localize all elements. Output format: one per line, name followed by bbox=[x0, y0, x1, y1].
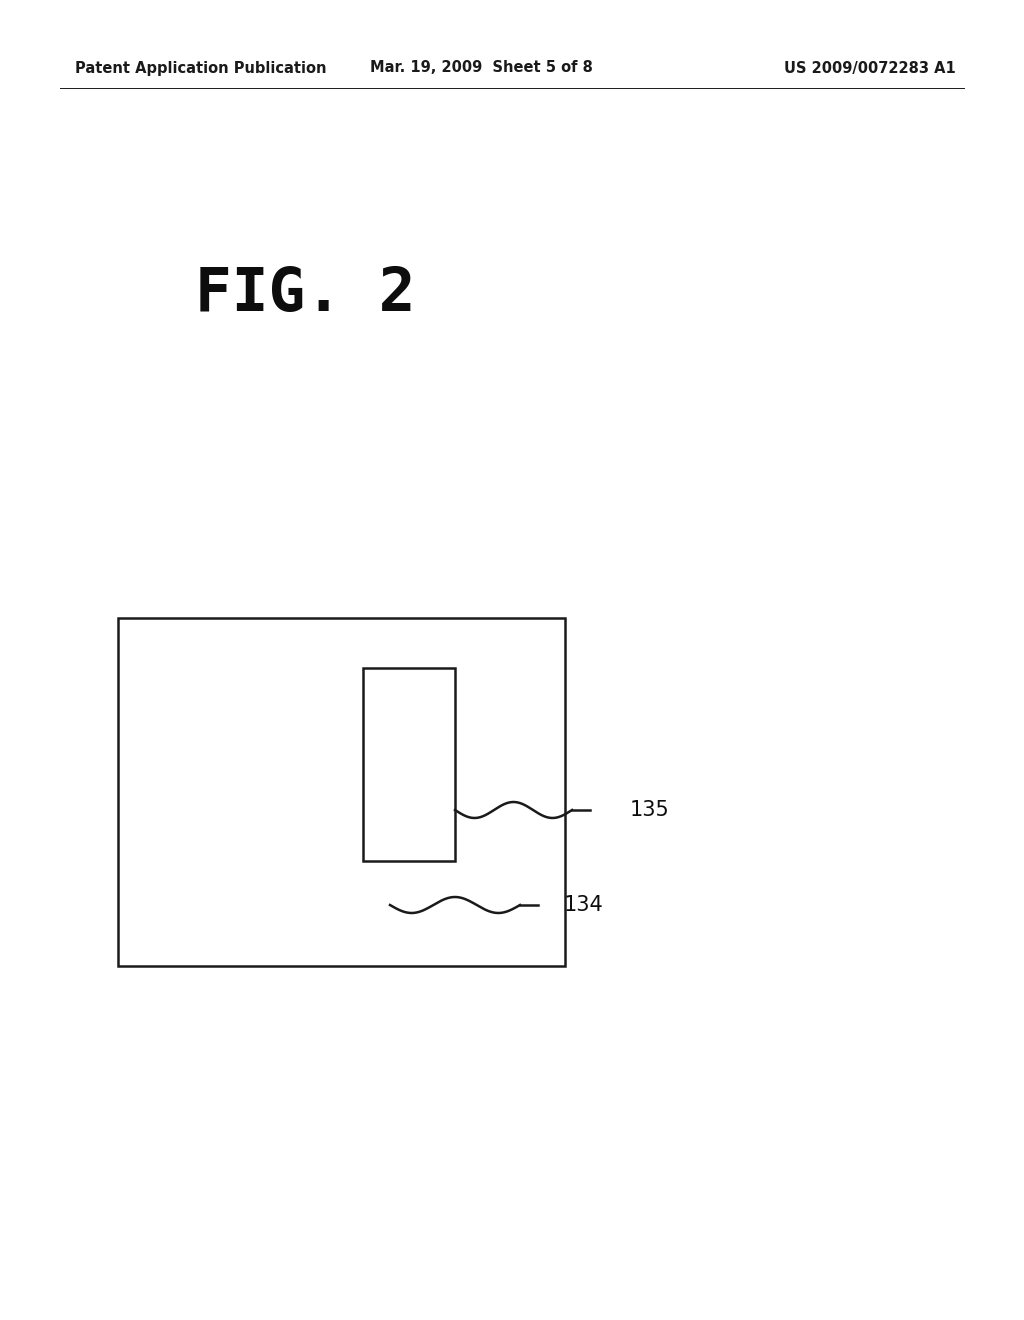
Text: Patent Application Publication: Patent Application Publication bbox=[75, 61, 327, 75]
Bar bbox=[362, 668, 455, 861]
Text: 134: 134 bbox=[564, 895, 604, 915]
Text: US 2009/0072283 A1: US 2009/0072283 A1 bbox=[784, 61, 956, 75]
Bar bbox=[118, 618, 565, 966]
Text: Mar. 19, 2009  Sheet 5 of 8: Mar. 19, 2009 Sheet 5 of 8 bbox=[370, 61, 593, 75]
Text: FIG. 2: FIG. 2 bbox=[195, 265, 416, 325]
Text: 135: 135 bbox=[630, 800, 670, 820]
